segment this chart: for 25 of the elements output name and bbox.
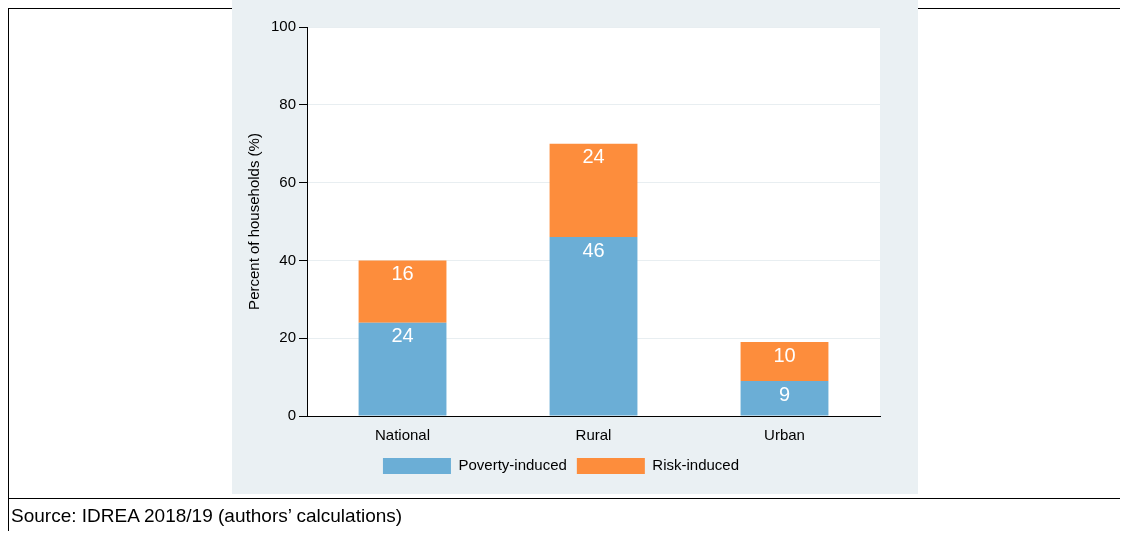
data-label: 16 (391, 261, 414, 284)
data-label: 10 (773, 343, 796, 366)
legend-label: Poverty-induced (458, 456, 567, 474)
y-tick-label: 0 (287, 406, 297, 424)
bar (740, 380, 829, 416)
x-tick-label: Urban (764, 426, 805, 444)
y-tick-label: 20 (279, 328, 297, 346)
bar (549, 237, 638, 416)
bar (358, 322, 447, 416)
y-axis-title: Percent of households (%) (245, 133, 263, 310)
data-label: 24 (391, 324, 414, 347)
y-tick-label: 40 (279, 250, 297, 268)
y-tick-label: 80 (279, 94, 297, 112)
data-label: 9 (778, 382, 791, 405)
data-label: 46 (582, 238, 605, 261)
x-tick-label: Rural (575, 426, 612, 444)
bar (549, 143, 638, 238)
y-tick-label: 100 (271, 17, 297, 35)
x-tick-label: National (375, 426, 431, 444)
legend-label: Risk-induced (652, 456, 740, 474)
bar (358, 260, 447, 323)
data-label: 24 (582, 145, 605, 168)
y-tick-label: 60 (279, 172, 297, 190)
bar (740, 342, 829, 381)
source-note: Source: IDREA 2018/19 (authors’ calculations) (11, 505, 403, 527)
